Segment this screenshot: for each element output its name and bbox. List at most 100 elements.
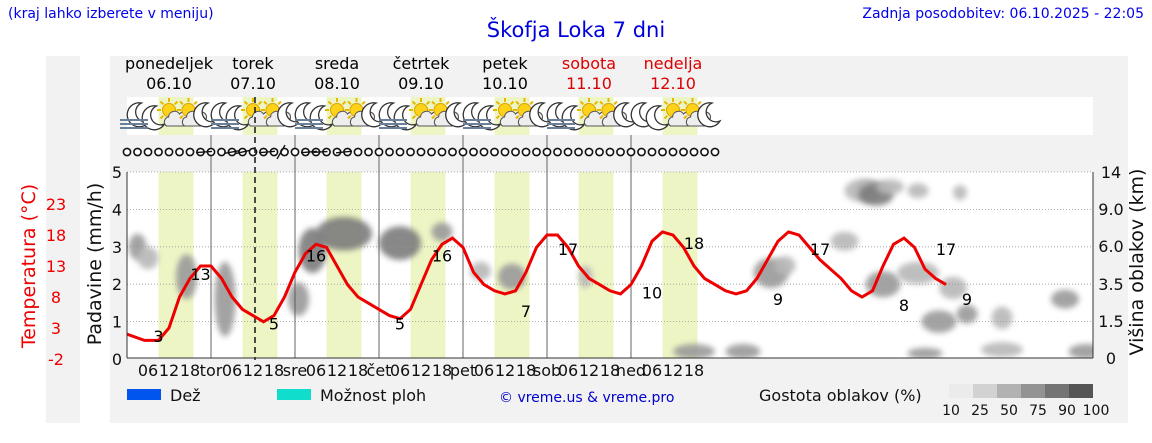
- rain-swatch: [127, 389, 161, 400]
- temperature-label: 8: [899, 296, 909, 315]
- moon-icon: [361, 102, 386, 128]
- wind-arrow: [234, 149, 251, 155]
- temp-tick-label: 3: [51, 319, 61, 338]
- cloud-patch: [316, 216, 372, 251]
- wind-calm-marker: [668, 147, 678, 157]
- cloud-patch: [379, 226, 421, 260]
- wind-calm-marker: [406, 147, 415, 157]
- region-hint[interactable]: (kraj lahko izberete v meniju): [8, 6, 214, 22]
- x-tick-label: 06: [222, 361, 242, 380]
- x-tick-label: 12: [663, 361, 683, 380]
- credit-link[interactable]: © vreme.us & vreme.pro: [499, 390, 674, 406]
- wind-calm-marker: [658, 147, 667, 157]
- x-tick-label: 06: [390, 361, 410, 380]
- wind-calm-marker: [521, 147, 531, 157]
- cloud-patch: [907, 347, 943, 358]
- x-tick-label: ned: [616, 361, 646, 380]
- wind-calm-marker: [217, 147, 226, 157]
- temperature-label: 17: [558, 240, 578, 259]
- cloud-patch: [956, 304, 978, 324]
- temperature-label: 18: [684, 234, 704, 253]
- wind-arrow: [195, 150, 213, 154]
- moon-icon: [613, 102, 638, 128]
- day-name: ponedeljek: [125, 54, 214, 73]
- temperature-label: 10: [642, 284, 662, 303]
- x-tick-label: 18: [180, 361, 200, 380]
- cloud-patch: [981, 342, 1023, 358]
- precip-tick-label: 2: [112, 275, 122, 294]
- wind-arrow: [300, 150, 318, 154]
- fog-icon: [379, 119, 407, 129]
- precip-tick-label: 3: [112, 238, 122, 257]
- daytime-band: [662, 172, 698, 358]
- density-step-label: 75: [1029, 403, 1047, 419]
- wind-calm-marker: [416, 147, 426, 157]
- day-date: 11.10: [566, 74, 612, 93]
- legend: Dež Možnost ploh © vreme.us & vreme.pro …: [127, 384, 1109, 419]
- wind-calm-marker: [427, 147, 436, 157]
- cloud-patch: [830, 231, 859, 251]
- cloud-patch: [939, 276, 967, 300]
- wind-calm-marker: [616, 147, 625, 157]
- x-tick-label: 18: [516, 361, 536, 380]
- cloud-patch: [673, 344, 715, 358]
- precip-tick-label: 1: [112, 313, 122, 332]
- wind-calm-marker: [595, 147, 604, 157]
- wind-calm-marker: [164, 147, 174, 157]
- density-swatch: [949, 384, 973, 398]
- cloud-height-tick-label: 0: [1106, 349, 1116, 368]
- wind-calm-marker: [553, 147, 562, 157]
- cloud-height-tick-label: 14: [1101, 163, 1121, 182]
- wind-calm-marker: [143, 147, 153, 157]
- temperature-label: 5: [395, 315, 405, 334]
- wind-calm-marker: [185, 147, 195, 157]
- wind-calm-marker: [395, 147, 405, 157]
- x-tick-label: tor: [200, 361, 223, 380]
- day-name: četrtek: [393, 54, 451, 73]
- wind-calm-marker: [353, 147, 363, 157]
- wind-calm-marker: [563, 147, 573, 157]
- wind-arrow: [276, 144, 286, 160]
- x-tick-label: 12: [327, 361, 347, 380]
- cloud-patch: [907, 183, 929, 199]
- cloud-patch: [953, 185, 967, 201]
- rain-legend-label: Dež: [170, 386, 201, 405]
- wind-calm-marker: [511, 147, 520, 157]
- temperature-label: 7: [521, 302, 531, 321]
- wind-calm-marker: [626, 147, 636, 157]
- x-tick-label: pet: [450, 361, 476, 380]
- wind-calm-marker: [437, 147, 447, 157]
- x-tick-label: 06: [138, 361, 158, 380]
- density-step-label: 10: [942, 403, 960, 419]
- wind-calm-marker: [479, 147, 489, 157]
- wind-calm-marker: [637, 147, 646, 157]
- cloud-patch: [214, 261, 236, 337]
- cloud-patch: [176, 254, 197, 300]
- temperature-label: 17: [810, 240, 830, 259]
- x-tick-label: 06: [558, 361, 578, 380]
- temperature-label: 16: [306, 246, 326, 265]
- cloud-height-tick-label: 6.0: [1098, 237, 1123, 256]
- x-tick-label: 12: [411, 361, 431, 380]
- wind-calm-marker: [647, 147, 657, 157]
- cloud-patch: [1068, 344, 1093, 358]
- wind-arrow: [223, 149, 241, 155]
- cloud-patch: [897, 261, 939, 285]
- moon-icon: [193, 102, 218, 128]
- wind-arrow: [335, 150, 353, 154]
- wind-calm-marker: [290, 147, 300, 157]
- wind-calm-marker: [700, 147, 709, 157]
- showers-legend-label: Možnost ploh: [320, 386, 426, 405]
- daytime-band: [242, 172, 278, 358]
- day-name: nedelja: [644, 54, 703, 73]
- showers-swatch: [277, 389, 311, 400]
- cloud-patch: [921, 310, 957, 333]
- wind-calm-marker: [490, 147, 499, 157]
- daytime-band: [326, 172, 362, 358]
- wind-arrow: [311, 150, 328, 154]
- fog-icon: [211, 119, 239, 129]
- day-name: sobota: [562, 54, 616, 73]
- x-tick-label: 18: [432, 361, 452, 380]
- density-step-label: 25: [971, 403, 989, 419]
- temperature-label: 9: [773, 290, 783, 309]
